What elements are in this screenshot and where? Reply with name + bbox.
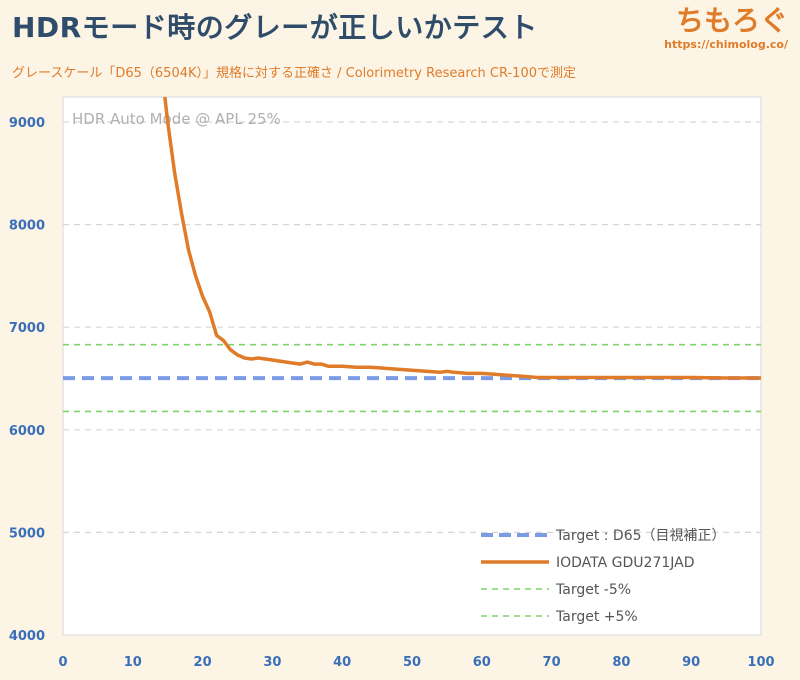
y-tick-label: 4000 [9,629,45,644]
y-axis: 4000 5000 6000 7000 8000 9000 [9,116,45,644]
x-tick-label: 0 [58,655,67,670]
x-tick-label: 40 [333,655,351,670]
series-line-1 [163,97,761,380]
series-lines [63,97,761,413]
chart-subtitle: グレースケール「D65（6504K）」規格に対する正確さ / Colorimet… [12,66,576,81]
plot-area [62,96,762,636]
y-tick-label: 8000 [9,219,45,234]
legend: Target : D65（目視補正） IODATA GDU271JAD Target… [481,528,726,625]
legend-label: IODATA GDU271JAD [556,555,695,571]
brand-name: ちもろぐ [675,4,788,37]
y-tick-label: 6000 [9,424,45,439]
x-tick-label: 90 [682,655,700,670]
y-tick-label: 9000 [9,116,45,131]
y-tick-label: 7000 [9,321,45,336]
brand-logo: ちもろぐ https://chimolog.co/ [664,4,788,51]
y-tick-label: 5000 [9,526,45,541]
x-axis: 0 10 20 30 40 50 60 70 80 90 100 [58,655,774,670]
x-tick-label: 50 [403,655,421,670]
chart-title: HDRモード時のグレーが正しいかテスト [12,11,538,44]
legend-label: Target : D65（目視補正） [555,528,726,544]
x-tick-label: 80 [612,655,630,670]
plot-annotation: HDR Auto Mode @ APL 25% [72,110,281,128]
x-tick-label: 20 [194,655,212,670]
x-tick-label: 100 [747,655,774,670]
x-tick-label: 30 [263,655,281,670]
x-tick-label: 70 [543,655,561,670]
x-tick-label: 10 [124,655,142,670]
brand-url: https://chimolog.co/ [664,38,788,51]
legend-label: Target +5% [555,609,638,625]
legend-label: Target -5% [555,582,631,598]
x-tick-label: 60 [473,655,491,670]
